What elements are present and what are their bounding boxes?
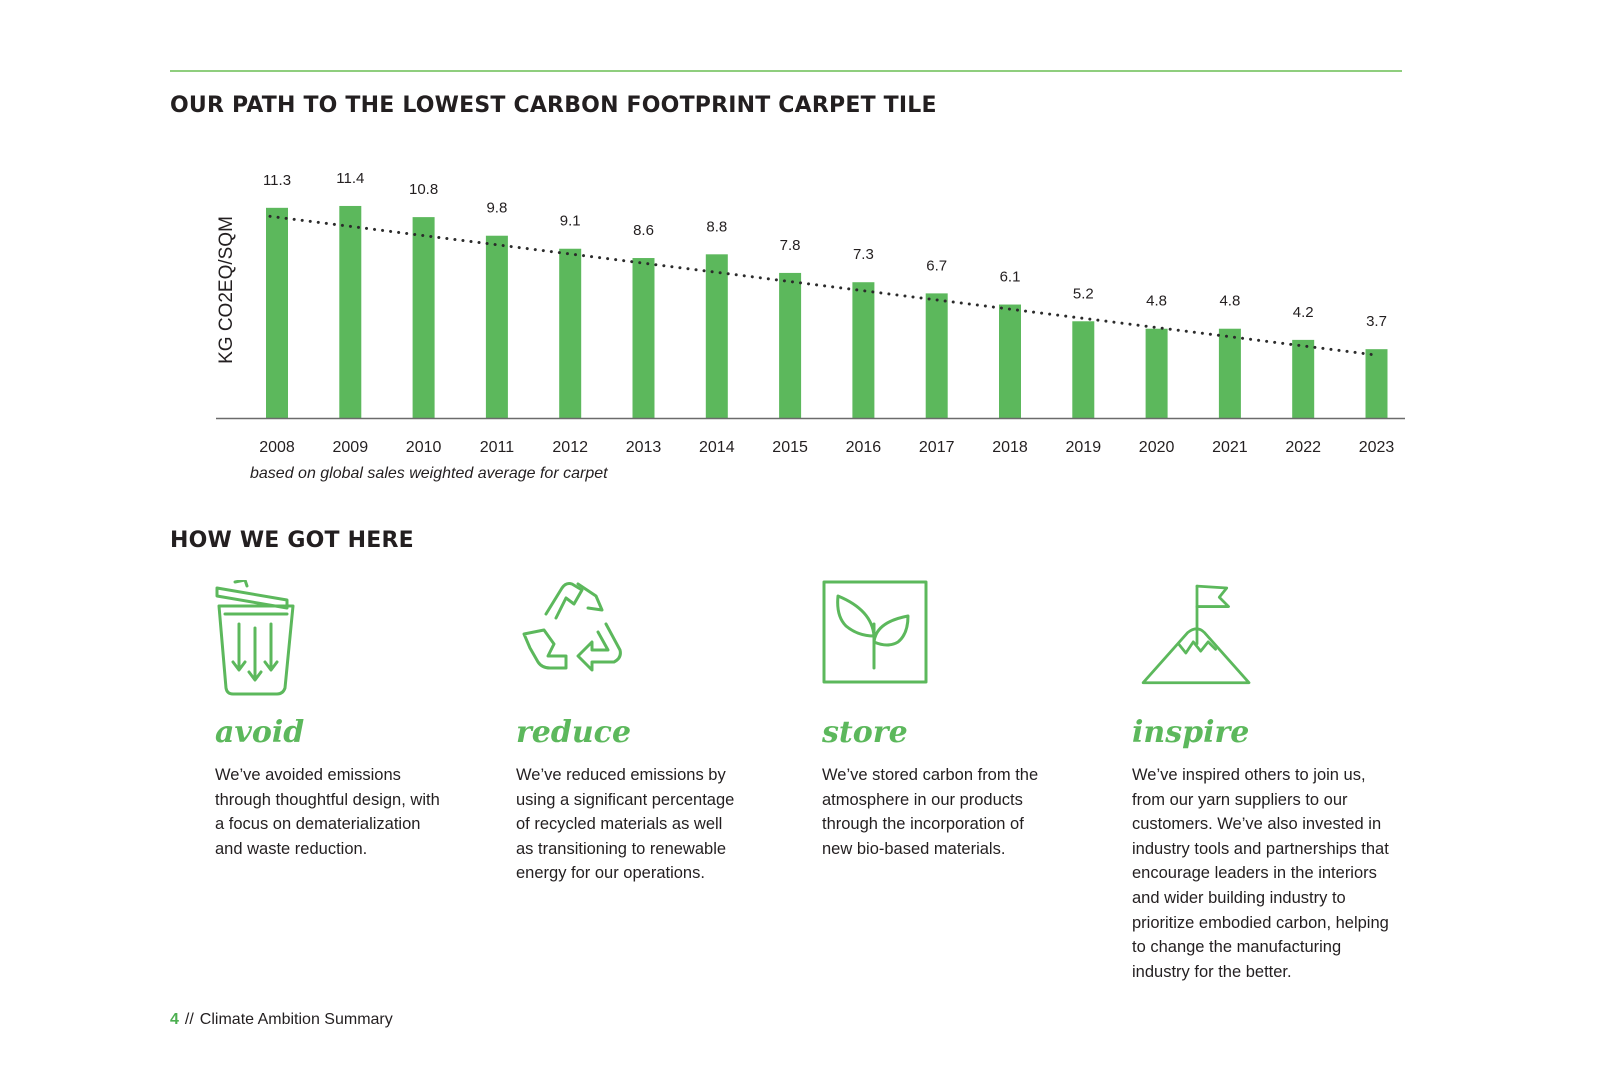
value-label-2023: 3.7 [1366, 313, 1387, 330]
bar-2020 [1145, 328, 1168, 418]
x-tick-2022: 2022 [1285, 439, 1321, 456]
x-tick-2019: 2019 [1066, 439, 1102, 456]
trend-layer [268, 214, 1378, 357]
value-label-2008: 11.3 [263, 172, 291, 189]
x-tick-2020: 2020 [1139, 439, 1175, 456]
top-rule [170, 70, 1402, 72]
x-tick-labels-layer: 2008 2009 2010 2011 2012 2013 2014 2015 2016 2017… [259, 439, 1394, 456]
value-label-2009: 11.4 [336, 170, 364, 187]
x-tick-2023: 2023 [1359, 439, 1395, 456]
x-tick-2012: 2012 [552, 439, 588, 456]
bar-2013 [632, 258, 655, 418]
value-label-2021: 4.8 [1219, 293, 1240, 310]
x-tick-2018: 2018 [992, 439, 1028, 456]
value-label-2017: 6.7 [926, 257, 947, 274]
card-reduce-text: We’ve reduced emissions by using a signi… [516, 766, 735, 883]
x-tick-2021: 2021 [1212, 439, 1248, 456]
value-label-2022: 4.2 [1293, 304, 1314, 321]
bar-2009 [339, 205, 362, 418]
value-label-2011: 9.8 [486, 200, 507, 217]
bar-2008 [266, 207, 288, 418]
bars-layer [266, 205, 1388, 418]
card-inspire-title: inspire [1132, 715, 1250, 750]
value-labels-layer: 11.3 11.4 10.8 9.8 9.1 8.6 8.8 7.8 7.3 6.7 6.1 5.2 4… [263, 170, 1387, 330]
value-label-2016: 7.3 [853, 246, 874, 263]
card-reduce-title: reduce [516, 715, 632, 750]
bar-2010 [412, 217, 435, 418]
card-store-text: We’ve stored carbon from the atmosphere … [822, 766, 1039, 858]
bar-2012 [559, 248, 582, 418]
bar-2018 [999, 304, 1021, 418]
card-store-title: store [822, 715, 908, 750]
page-number: 4 [170, 1011, 179, 1028]
bar-2023 [1365, 349, 1388, 418]
bar-2015 [779, 272, 802, 418]
value-label-2020: 4.8 [1146, 293, 1167, 310]
bar-2017 [925, 293, 948, 418]
bar-2014 [705, 254, 728, 418]
x-tick-2016: 2016 [846, 439, 882, 456]
card-avoid-title: avoid [215, 715, 305, 750]
chart-footnote: based on global sales weighted average f… [250, 465, 608, 482]
mountain-flag-icon [1141, 584, 1251, 685]
bar-2016 [852, 282, 875, 418]
page-footer: 4 // Climate Ambition Summary [170, 1011, 393, 1029]
trash-can-icon [215, 580, 295, 696]
footer-document-title: Climate Ambition Summary [199, 1011, 393, 1028]
value-label-2012: 9.1 [560, 213, 581, 230]
trend-line [268, 214, 1378, 357]
bar-2019 [1072, 321, 1095, 418]
footer-separator: // [184, 1011, 194, 1028]
x-tick-2009: 2009 [333, 439, 369, 456]
value-label-2015: 7.8 [780, 237, 801, 254]
x-tick-2010: 2010 [406, 439, 442, 456]
chart-title: OUR PATH TO THE LOWEST CARBON FOOTPRINT … [170, 93, 937, 118]
bar-2022 [1292, 339, 1315, 418]
x-tick-2013: 2013 [626, 439, 662, 456]
value-label-2019: 5.2 [1073, 285, 1094, 302]
section-title-how-we-got-here: HOW WE GOT HERE [170, 528, 414, 553]
x-tick-2011: 2011 [480, 439, 515, 456]
bar-2011 [485, 235, 508, 418]
x-tick-2015: 2015 [772, 439, 808, 456]
card-avoid-text: We’ve avoided emissions through thoughtf… [215, 766, 440, 858]
carbon-footprint-bar-chart: 11.3 11.4 10.8 9.8 9.1 8.6 8.8 7.8 7.3 6.7 6.1 5.2 4… [216, 170, 1405, 456]
sprout-icon [822, 580, 928, 684]
card-inspire-text: We’ve inspired others to join us, from o… [1132, 766, 1389, 981]
y-axis-label: KG CO2EQ/SQM [216, 216, 237, 364]
value-label-2010: 10.8 [409, 181, 438, 198]
x-tick-2017: 2017 [919, 439, 955, 456]
x-tick-2014: 2014 [699, 439, 735, 456]
value-label-2014: 8.8 [706, 218, 727, 235]
value-label-2018: 6.1 [1000, 269, 1021, 286]
x-tick-2008: 2008 [259, 439, 295, 456]
recycle-icon [522, 582, 622, 672]
value-label-2013: 8.6 [633, 222, 654, 239]
bar-2021 [1218, 328, 1241, 418]
